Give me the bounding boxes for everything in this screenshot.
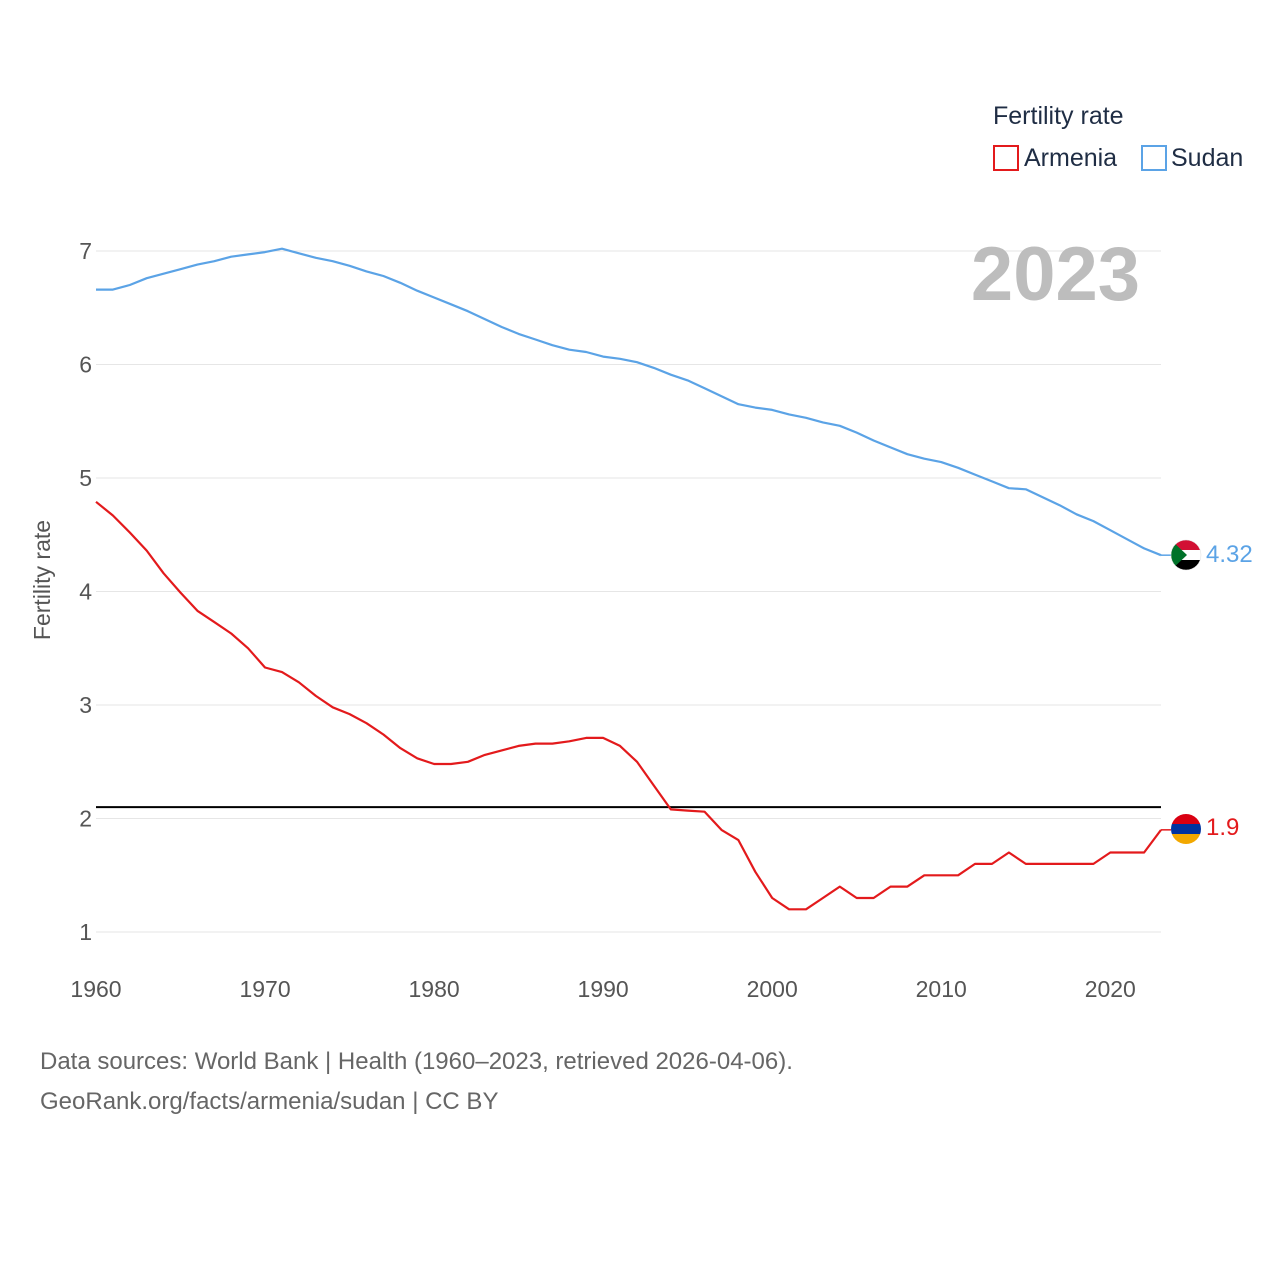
legend-title: Fertility rate <box>993 102 1124 130</box>
legend-item-sudan[interactable]: Sudan <box>1141 144 1243 172</box>
end-label-sudan: 4.32 <box>1206 541 1253 568</box>
x-tick-label-1960: 1960 <box>70 976 121 1002</box>
legend-swatch-sudan <box>1141 145 1167 171</box>
series-lines <box>95 247 1171 911</box>
legend-item-armenia[interactable]: Armenia <box>993 144 1117 172</box>
y-tick-label-2: 2 <box>79 806 92 832</box>
series-line-armenia[interactable] <box>95 500 1162 911</box>
sudan-flag-icon <box>1171 540 1201 570</box>
x-tick-label-2010: 2010 <box>916 976 967 1002</box>
y-axis-ticks: 1 2 3 4 5 6 7 <box>79 238 92 945</box>
data-source-text: Data sources: World Bank | Health (1960–… <box>40 1048 793 1075</box>
x-axis-ticks: 1960 1970 1980 1990 2000 2010 2020 <box>70 976 1135 1002</box>
y-tick-label-5: 5 <box>79 465 92 491</box>
series-line-sudan[interactable] <box>96 247 1162 557</box>
x-tick-label-2020: 2020 <box>1085 976 1136 1002</box>
grid-lines <box>96 250 1161 933</box>
legend-swatch-armenia <box>993 145 1019 171</box>
x-tick-label-1980: 1980 <box>409 976 460 1002</box>
y-tick-label-4: 4 <box>79 579 92 605</box>
y-tick-label-1: 1 <box>79 919 92 945</box>
armenia-flag-icon <box>1171 814 1201 844</box>
legend: Fertility rate Armenia Sudan <box>993 102 1243 172</box>
attribution-link[interactable]: GeoRank.org/facts/armenia/sudan | CC BY <box>40 1088 499 1115</box>
x-tick-label-1970: 1970 <box>239 976 290 1002</box>
legend-label-sudan: Sudan <box>1171 144 1243 172</box>
y-tick-label-6: 6 <box>79 352 92 378</box>
x-tick-label-2000: 2000 <box>747 976 798 1002</box>
x-tick-label-1990: 1990 <box>578 976 629 1002</box>
y-tick-label-3: 3 <box>79 692 92 718</box>
y-axis-title: Fertility rate <box>29 520 55 640</box>
year-label: 2023 <box>971 232 1140 317</box>
end-label-armenia: 1.9 <box>1206 814 1239 841</box>
y-tick-label-7: 7 <box>79 238 92 264</box>
legend-label-armenia: Armenia <box>1024 144 1117 172</box>
footer: Data sources: World Bank | Health (1960–… <box>40 1042 793 1122</box>
